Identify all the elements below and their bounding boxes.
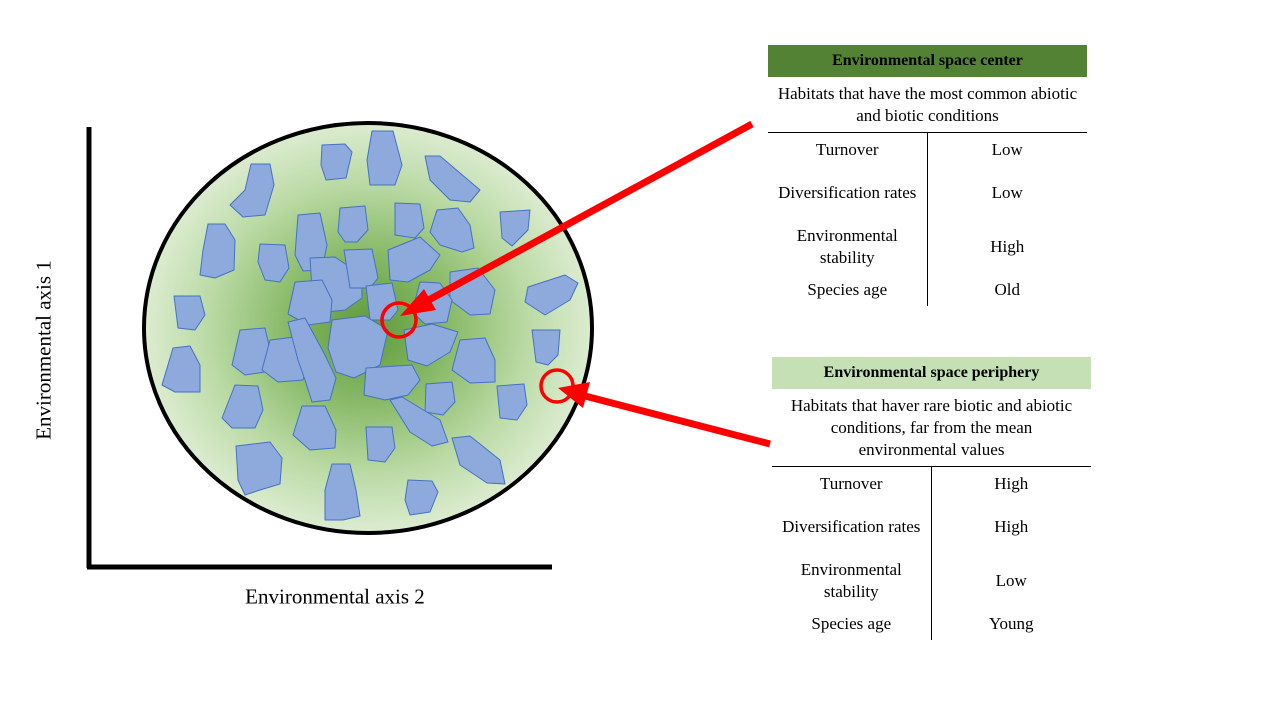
center-panel-table: Turnover Low Diversification rates Low E… [768, 133, 1087, 306]
habitat-patch [320, 143, 353, 181]
habitat-patch [287, 279, 333, 326]
habitat-patch [424, 155, 481, 203]
habitat-patch [257, 243, 290, 283]
habitat-patch [366, 130, 403, 186]
row-label: Species age [768, 274, 928, 306]
habitat-patch [531, 329, 561, 366]
table-row: Environmental stability High [768, 220, 1087, 274]
habitat-patch [365, 282, 399, 321]
periphery-panel-table: Turnover High Diversification rates High… [772, 467, 1091, 640]
habitat-patch [235, 441, 283, 496]
row-label: Diversification rates [768, 166, 928, 220]
y-axis-label: Environmental axis 1 [31, 260, 56, 440]
habitat-patch [499, 209, 531, 247]
habitat-patch [424, 381, 456, 416]
periphery-panel-title: Environmental space periphery [772, 357, 1091, 389]
row-label: Turnover [772, 467, 932, 500]
table-row: Species age Young [772, 608, 1091, 640]
center-highlight-circle [380, 301, 418, 339]
row-value: Low [995, 571, 1027, 590]
row-value: High [990, 237, 1025, 256]
table-row: Environmental stability Low [772, 554, 1091, 608]
habitat-patch [524, 274, 579, 316]
habitat-patch [387, 236, 441, 283]
row-value: Young [988, 614, 1034, 633]
habitat-patch [365, 426, 396, 463]
table-row: Turnover Low [768, 133, 1087, 166]
habitat-patch [161, 345, 201, 393]
table-row: Diversification rates Low [768, 166, 1087, 220]
row-value: Low [991, 139, 1023, 159]
center-panel-description: Habitats that have the most common abiot… [768, 77, 1087, 133]
habitat-patch [173, 295, 206, 331]
habitat-patch [199, 223, 236, 279]
habitat-patch [404, 479, 439, 516]
periphery-arrow [558, 382, 771, 448]
habitat-patch [394, 202, 425, 239]
periphery-panel-description: Habitats that haver rare biotic and abio… [772, 389, 1091, 467]
habitat-patches [161, 130, 579, 521]
center-panel-title: Environmental space center [768, 45, 1087, 77]
habitat-patch [389, 396, 449, 447]
center-arrow [400, 120, 754, 316]
table-row: Species age Old [768, 274, 1087, 306]
row-label: Environmental stability [768, 220, 928, 274]
periphery-panel: Environmental space periphery Habitats t… [772, 357, 1091, 640]
row-label: Species age [772, 608, 932, 640]
row-value: Low [991, 183, 1023, 202]
habitat-patch [324, 463, 361, 521]
habitat-patch [403, 323, 459, 367]
row-label: Diversification rates [772, 500, 932, 554]
row-value: High [994, 517, 1029, 536]
habitat-patch [451, 435, 506, 485]
habitat-patch [221, 384, 264, 429]
x-axis-label: Environmental axis 2 [245, 584, 425, 609]
habitat-patch [337, 205, 369, 243]
habitat-patch [363, 364, 421, 401]
habitat-patch [343, 248, 379, 289]
habitat-patch [451, 337, 496, 384]
habitat-patch [229, 163, 275, 218]
periphery-highlight-circle [539, 368, 575, 404]
row-value: Old [994, 280, 1021, 299]
table-row: Diversification rates High [772, 500, 1091, 554]
table-row: Turnover High [772, 467, 1091, 500]
habitat-patch [292, 405, 337, 451]
row-value: High [994, 473, 1029, 493]
habitat-patch [429, 207, 475, 253]
center-panel: Environmental space center Habitats that… [768, 45, 1087, 306]
row-label: Turnover [768, 133, 928, 166]
habitat-patch [287, 317, 337, 403]
habitat-patch [496, 383, 528, 421]
row-label: Environmental stability [772, 554, 932, 608]
